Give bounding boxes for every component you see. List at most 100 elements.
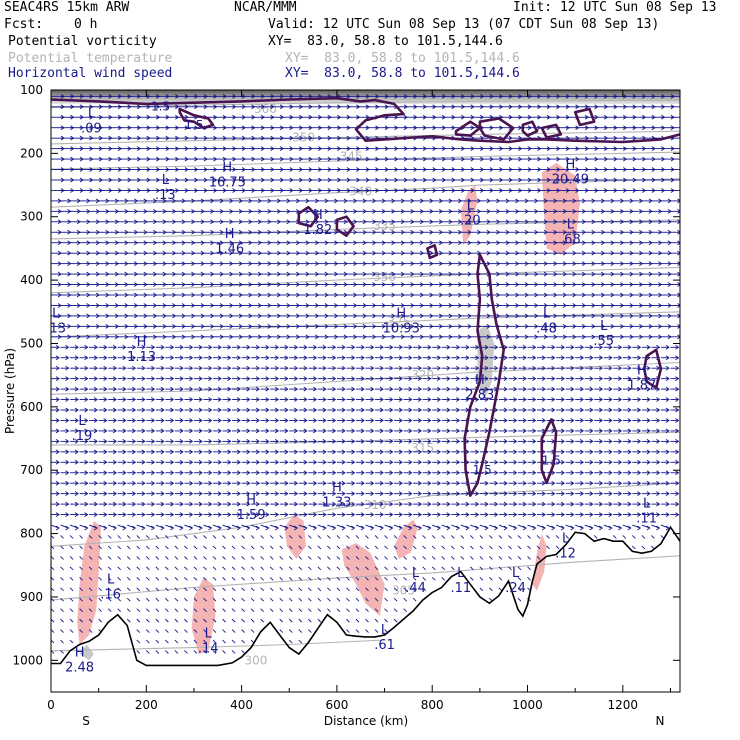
wind-arrow xyxy=(108,397,117,402)
wind-arrow xyxy=(641,428,651,434)
wind-arrow xyxy=(508,198,520,204)
wind-arrow xyxy=(413,240,424,246)
wind-arrow xyxy=(346,439,356,444)
wind-arrow xyxy=(222,501,232,507)
wind-arrow xyxy=(451,428,461,434)
low-marker: L.13 xyxy=(155,173,176,203)
wind-arrow xyxy=(422,208,434,214)
wind-arrow xyxy=(451,240,463,246)
wind-arrow xyxy=(365,282,377,287)
wind-arrow xyxy=(556,439,565,444)
wind-arrow xyxy=(336,292,348,298)
wind-arrow xyxy=(489,250,501,256)
wind-arrow xyxy=(289,428,299,434)
wind-arrow xyxy=(260,282,272,287)
wind-arrow xyxy=(251,303,262,308)
wind-arrow xyxy=(651,282,663,287)
wind-arrow xyxy=(651,535,655,539)
extremum-type: H xyxy=(396,306,406,321)
y-tick: 1000 xyxy=(12,653,680,667)
wind-arrow xyxy=(508,512,518,517)
wind-arrow xyxy=(98,365,108,371)
wind-arrow xyxy=(680,293,690,297)
wind-arrow xyxy=(108,240,119,246)
wind-arrow xyxy=(660,355,670,361)
wind-arrow xyxy=(279,219,291,225)
wind-arrow xyxy=(584,501,594,507)
wind-arrow xyxy=(622,282,634,287)
wind-arrow xyxy=(117,480,127,486)
wind-arrow xyxy=(641,292,653,298)
wind-arrow xyxy=(89,323,100,329)
wind-arrow xyxy=(136,208,148,214)
wind-arrow xyxy=(89,250,100,256)
wind-arrow xyxy=(298,545,303,550)
wind-arrow xyxy=(355,480,365,486)
low-marker: L.44 xyxy=(405,566,426,596)
wind-arrow xyxy=(556,334,567,340)
wind-arrow xyxy=(355,397,365,402)
wind-arrow xyxy=(451,501,461,507)
wind-arrow xyxy=(241,303,253,308)
wind-arrow xyxy=(289,344,299,350)
wind-arrow xyxy=(355,512,365,517)
wind-arrow xyxy=(584,261,596,267)
wind-arrow xyxy=(327,428,337,434)
wind-arrow xyxy=(308,271,320,277)
wind-arrow xyxy=(660,198,672,204)
wind-arrow xyxy=(613,271,625,277)
wind-arrow xyxy=(60,397,70,402)
wind-arrow xyxy=(136,618,141,623)
wind-arrow xyxy=(346,250,358,256)
wind-arrow xyxy=(108,428,117,434)
wind-arrow xyxy=(517,597,522,602)
wind-arrow xyxy=(517,545,522,550)
wind-arrow xyxy=(165,219,177,225)
wind-arrow xyxy=(155,418,165,423)
wind-arrow xyxy=(79,439,89,444)
wind-arrow xyxy=(317,271,329,277)
wind-arrow xyxy=(489,545,493,550)
wind-arrow xyxy=(174,524,184,531)
wind-arrow xyxy=(250,524,260,531)
wind-arrow xyxy=(451,303,463,308)
wind-arrow xyxy=(308,313,320,319)
wind-arrow xyxy=(308,501,318,507)
wind-arrow xyxy=(641,545,646,550)
wind-arrow xyxy=(231,524,241,531)
pv-contour xyxy=(426,244,439,260)
wind-arrow xyxy=(594,292,606,298)
wind-arrow xyxy=(641,261,653,267)
wind-arrow xyxy=(203,376,213,382)
wind-arrow xyxy=(375,250,386,256)
wind-arrow xyxy=(336,418,346,423)
wind-arrow xyxy=(394,240,405,246)
wind-arrow xyxy=(117,229,129,235)
wind-arrow xyxy=(413,386,422,392)
wind-arrow xyxy=(241,650,245,654)
wind-arrow xyxy=(327,386,337,392)
wind-arrow xyxy=(136,428,146,434)
wind-arrow xyxy=(107,597,112,602)
wind-arrow xyxy=(60,229,72,235)
wind-arrow xyxy=(632,449,642,455)
wind-arrow xyxy=(660,271,672,277)
wind-arrow xyxy=(622,418,632,423)
wind-arrow xyxy=(213,334,224,340)
wind-arrow xyxy=(288,566,293,571)
wind-arrow xyxy=(546,376,556,382)
wind-arrow xyxy=(660,261,672,267)
wind-arrow xyxy=(260,556,264,560)
wind-arrow xyxy=(394,365,403,371)
wind-arrow xyxy=(394,397,403,402)
wind-arrow xyxy=(517,323,529,329)
wind-arrow xyxy=(460,512,470,517)
wind-arrow xyxy=(108,344,117,350)
wind-arrow xyxy=(660,344,670,350)
field-name-wind: Horizontal wind speed xyxy=(8,66,173,81)
wind-arrow xyxy=(365,303,377,308)
wind-arrow xyxy=(670,439,680,444)
wind-arrow xyxy=(60,344,70,350)
wind-arrow xyxy=(546,344,556,350)
wind-arrow xyxy=(451,386,461,392)
